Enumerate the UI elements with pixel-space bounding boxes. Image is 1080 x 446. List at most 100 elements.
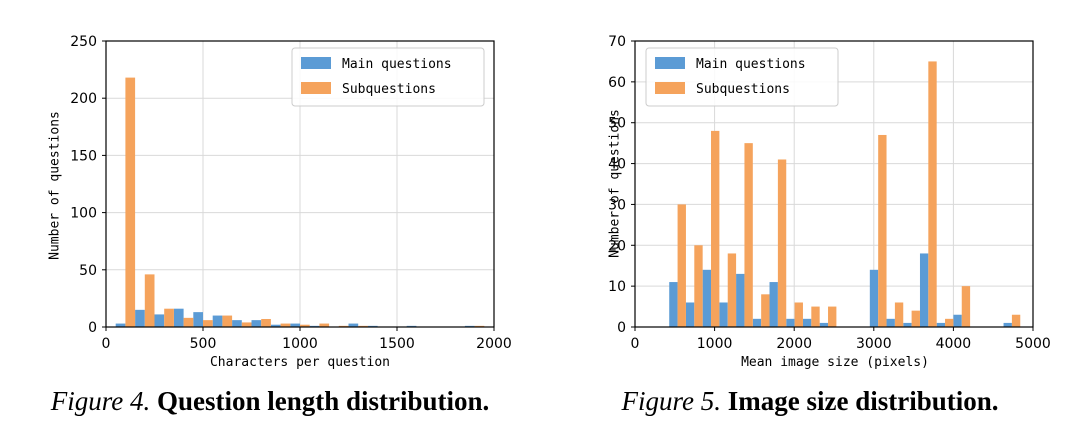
legend-box [291, 47, 485, 107]
x-tick-label: 1000 [282, 336, 318, 352]
figure-4-title: Question length distribution. [156, 386, 490, 416]
y-tick-label: 30 [608, 197, 626, 213]
figure-5-panel: 0 1000 2000 3000 4000 5000 0 10 20 30 40 50 60 70 Main… [540, 0, 1080, 446]
y-tick-label: 20 [608, 238, 626, 254]
y-tick-label: 200 [70, 91, 97, 107]
bar [251, 320, 262, 327]
figure-4-panel: 0 500 1000 1500 2000 0 50 100 150 200 250 Main ques… [0, 34, 540, 417]
y-tick-label: 40 [608, 157, 626, 173]
bar [886, 318, 895, 327]
bar [241, 322, 252, 327]
bar [135, 309, 145, 327]
figure-4-caption: Figure 4. Question length distribution. [0, 386, 540, 417]
bar [936, 322, 946, 327]
legend-label: Main questions [342, 57, 452, 72]
bar [719, 302, 728, 327]
bar [1011, 314, 1021, 327]
bar [953, 314, 962, 327]
legend-swatch [655, 82, 685, 94]
bar [761, 294, 770, 327]
bar [290, 323, 300, 327]
bar [736, 273, 745, 327]
x-tick-label: 0 [102, 336, 111, 352]
x-tick-label: 1500 [379, 336, 415, 352]
figure-5-title: Image size distribution. [727, 386, 999, 416]
legend-swatch [301, 82, 331, 94]
x-tick-label: 500 [190, 336, 217, 352]
y-tick-label: 60 [608, 75, 626, 91]
figure-5-label: Figure 5. [621, 386, 721, 416]
x-tick-label: 3000 [856, 336, 892, 352]
bar [280, 323, 291, 327]
bar [911, 310, 920, 327]
y-tick-label: 50 [79, 263, 97, 279]
bar [961, 286, 971, 327]
x-tick-label: 2000 [476, 336, 512, 352]
x-tick-label: 5000 [1015, 336, 1051, 352]
bar [319, 323, 330, 327]
bar [232, 320, 242, 327]
bar [878, 134, 887, 327]
x-tick-label: 1000 [697, 336, 733, 352]
x-tick-label: 4000 [936, 336, 972, 352]
figure-4-label: Figure 4. [50, 386, 151, 416]
bar [348, 323, 359, 327]
legend: Main questions Subquestions [645, 47, 839, 107]
legend-label: Subquestions [342, 82, 436, 97]
y-tick-label: 50 [608, 116, 626, 132]
bar [711, 130, 720, 327]
y-axis-title: Number of questions [607, 109, 623, 258]
legend-swatch [655, 57, 685, 69]
bar [777, 159, 787, 327]
y-tick-label: 70 [608, 34, 626, 50]
bar [802, 318, 812, 327]
series-subquestions [677, 61, 1021, 328]
bar [819, 322, 829, 327]
bar [752, 318, 762, 327]
bar [869, 269, 879, 327]
x-tick-label: 0 [631, 336, 640, 352]
legend-box [645, 47, 839, 107]
bar [919, 253, 929, 327]
bar [786, 318, 795, 327]
bar [694, 245, 703, 327]
bar [769, 282, 778, 327]
series-main-questions [669, 253, 1012, 327]
bar [115, 323, 126, 327]
y-tick-label: 0 [617, 320, 626, 336]
image-size-chart: 0 1000 2000 3000 4000 5000 0 10 20 30 40 50 60 70 Main… [608, 34, 1051, 352]
bar [702, 269, 712, 327]
bar [945, 318, 954, 327]
x-axis-title: Characters per question [209, 355, 390, 370]
legend-swatch [301, 57, 331, 69]
y-tick-label: 150 [70, 148, 97, 164]
bar [1003, 322, 1012, 327]
legend: Main questions Subquestions [291, 47, 485, 107]
bar [727, 253, 737, 327]
plot-frame [634, 40, 1034, 328]
bar [669, 282, 678, 327]
y-tick-label: 10 [608, 279, 626, 295]
bar [173, 308, 184, 327]
y-tick-label: 0 [88, 320, 97, 336]
figure-5-caption: Figure 5. Image size distribution. [540, 386, 1080, 417]
bar [300, 324, 310, 327]
bar [903, 322, 912, 327]
bar [270, 324, 281, 327]
y-tick-label: 250 [70, 34, 97, 50]
bar [164, 308, 174, 327]
x-tick-label: 2000 [776, 336, 812, 352]
legend-label: Subquestions [696, 82, 790, 97]
bar [261, 318, 271, 327]
bar [794, 302, 803, 327]
bar [828, 306, 837, 327]
question-length-chart: 0 500 1000 1500 2000 0 50 100 150 200 250 Main ques… [70, 34, 512, 352]
bar [222, 315, 233, 327]
bar [144, 274, 155, 327]
y-axis-title: Number of questions [47, 111, 63, 260]
bar [193, 312, 203, 327]
bar [154, 314, 165, 327]
bar [744, 143, 753, 327]
series-main-questions [115, 308, 475, 327]
bar [894, 302, 904, 327]
